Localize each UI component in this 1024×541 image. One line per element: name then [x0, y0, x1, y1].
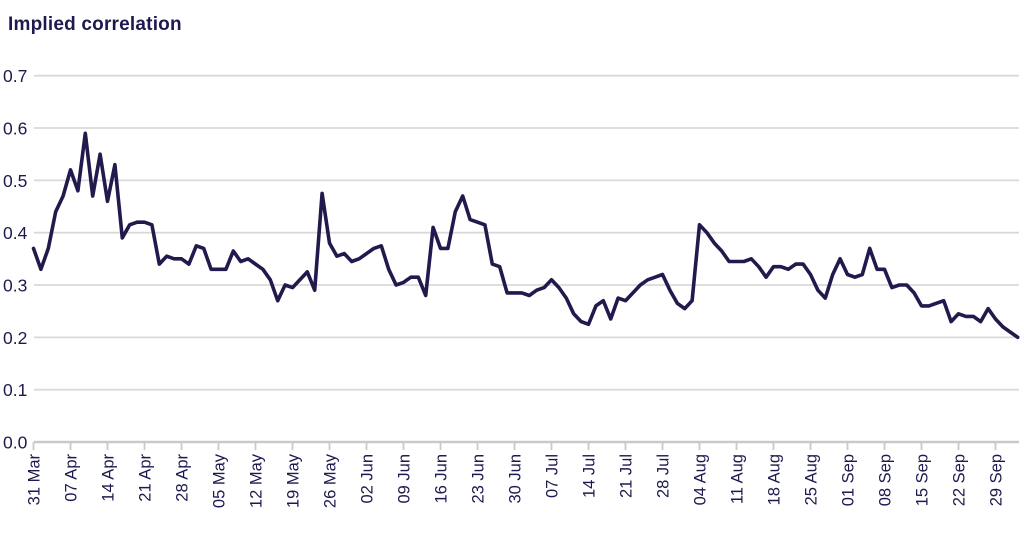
- y-tick-label: 0.1: [3, 380, 27, 400]
- y-tick-label: 0.0: [3, 433, 28, 453]
- x-tick-label: 02 Jun: [359, 454, 377, 504]
- implied-correlation-line: [31, 131, 1020, 340]
- x-tick-label: 26 May: [322, 453, 340, 508]
- y-tick-label: 0.6: [3, 119, 27, 139]
- x-tick-label: 28 Apr: [174, 454, 192, 502]
- x-tick-label: 21 Apr: [137, 454, 155, 502]
- x-tick-label: 25 Aug: [803, 454, 821, 505]
- chart-title: Implied correlation: [8, 14, 182, 35]
- x-tick-label: 11 Aug: [729, 454, 747, 504]
- y-tick-label: 0.2: [3, 328, 27, 348]
- y-tick-label: 0.7: [3, 66, 27, 86]
- x-tick-label: 16 Jun: [433, 454, 451, 504]
- x-tick-label: 14 Jul: [581, 454, 599, 498]
- x-tick-label: 04 Aug: [692, 454, 710, 505]
- y-tick-label: 0.3: [3, 276, 27, 296]
- x-tick-label: 01 Sep: [840, 454, 858, 506]
- x-tick-label: 29 Sep: [988, 454, 1006, 506]
- x-tick-label: 21 Jul: [618, 454, 636, 498]
- x-tick-label: 19 May: [285, 453, 303, 508]
- x-tick-label: 05 May: [211, 453, 229, 508]
- x-tick-label: 07 Jul: [544, 454, 562, 498]
- x-tick-label: 14 Apr: [100, 454, 118, 502]
- x-tick-label: 07 Apr: [63, 454, 81, 502]
- x-tick-label: 12 May: [248, 453, 266, 508]
- x-tick-label: 09 Jun: [396, 454, 414, 504]
- x-tick-label: 08 Sep: [877, 454, 895, 506]
- y-tick-label: 0.5: [3, 171, 27, 191]
- x-tick-label: 23 Jun: [470, 454, 488, 504]
- x-tick-label: 31 Mar: [26, 454, 44, 506]
- y-tick-label: 0.4: [3, 223, 28, 243]
- x-tick-label: 18 Aug: [766, 454, 784, 505]
- x-tick-label: 15 Sep: [914, 454, 932, 506]
- x-tick-label: 22 Sep: [951, 454, 969, 506]
- x-tick-label: 28 Jul: [655, 454, 673, 498]
- x-tick-label: 30 Jun: [507, 454, 525, 504]
